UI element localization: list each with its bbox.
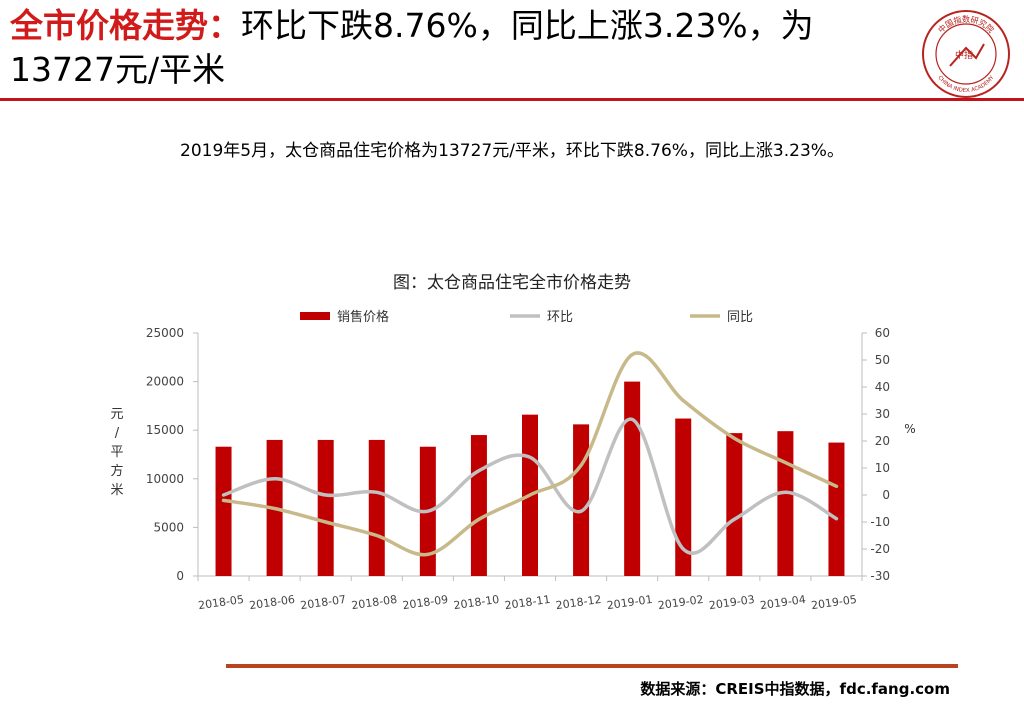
x-tick-label: 2019-05 — [810, 593, 857, 612]
y-axis-label-char: 平 — [110, 445, 123, 460]
y2-tick-label: 40 — [875, 380, 890, 394]
y2-tick-label: 10 — [875, 461, 890, 475]
x-tick-label: 2018-05 — [197, 593, 244, 612]
bar — [215, 446, 232, 576]
y2-tick-label: -20 — [870, 542, 890, 556]
y-axis-label-char: / — [115, 426, 120, 441]
y2-tick-label: 20 — [875, 434, 890, 448]
footer-divider — [226, 664, 958, 668]
y2-tick-label: 30 — [875, 407, 890, 421]
y-tick-label: 15000 — [146, 423, 184, 437]
bar — [368, 439, 385, 576]
y-tick-label: 20000 — [146, 375, 184, 389]
y-tick-label: 0 — [176, 569, 184, 583]
bar — [777, 431, 794, 576]
legend-label: 销售价格 — [337, 309, 389, 325]
price-trend-chart: 0 5000 10000 15000 20000 25000 -30 -20 -10 0 10 20 3… — [110, 309, 915, 612]
bar — [470, 435, 487, 576]
series-line-yoy — [221, 351, 839, 557]
logo-seal: 中国指数研究院 CHINA INDEX ACADEMY 中指 — [922, 10, 1010, 98]
bar — [317, 439, 334, 576]
y2-tick-label: 0 — [882, 488, 890, 502]
y-tick-label: 25000 — [146, 326, 184, 340]
legend-label: 同比 — [727, 310, 753, 325]
x-tick-label: 2018-11 — [504, 593, 551, 612]
bar — [573, 424, 590, 576]
page-title: 全市价格走势：环比下跌8.76%，同比上涨3.23%，为13727元/平米 — [10, 4, 890, 92]
x-tick-label: 2018-12 — [555, 593, 602, 612]
bar — [828, 442, 845, 576]
legend-label: 环比 — [547, 310, 573, 325]
bar — [726, 433, 743, 576]
y2-tick-label: -30 — [870, 569, 890, 583]
x-tick-label: 2018-09 — [402, 593, 449, 612]
y2-axis-label: % — [904, 422, 915, 436]
x-tick-label: 2019-03 — [708, 593, 755, 612]
page-title-highlight: 全市价格走势： — [10, 6, 241, 45]
x-tick-label: 2019-04 — [759, 593, 806, 612]
x-tick-label: 2019-02 — [657, 593, 704, 612]
x-tick-label: 2018-10 — [453, 593, 500, 612]
bar — [624, 381, 641, 576]
y-axis-label-char: 方 — [110, 463, 123, 479]
y2-tick-label: 60 — [875, 326, 890, 340]
x-tick-label: 2018-06 — [248, 593, 295, 612]
data-source: 数据来源：CREIS中指数据，fdc.fang.com — [640, 680, 950, 698]
y-axis-label-char: 米 — [110, 483, 123, 498]
summary-text: 2019年5月，太仓商品住宅价格为13727元/平米，环比下跌8.76%，同比上… — [180, 141, 844, 161]
page-title-rest: 环比下跌8.76%，同比上涨3.23%，为13727元/平米 — [10, 6, 814, 89]
y-tick-label: 10000 — [146, 472, 184, 486]
legend-swatch-bar — [300, 312, 330, 320]
logo-center-text: 中指 — [955, 49, 973, 61]
y-tick-label: 5000 — [153, 520, 184, 534]
x-tick-label: 2018-07 — [300, 593, 347, 612]
chart-title: 图：太仓商品住宅全市价格走势 — [393, 273, 631, 293]
series-line-mom — [221, 417, 839, 555]
x-tick-label: 2019-01 — [606, 593, 653, 612]
y-axis-label-char: 元 — [110, 407, 123, 422]
bar — [675, 418, 692, 576]
y2-tick-label: -10 — [870, 515, 890, 529]
y2-tick-label: 50 — [875, 353, 890, 367]
x-tick-label: 2018-08 — [351, 593, 398, 612]
title-divider — [0, 98, 1024, 101]
